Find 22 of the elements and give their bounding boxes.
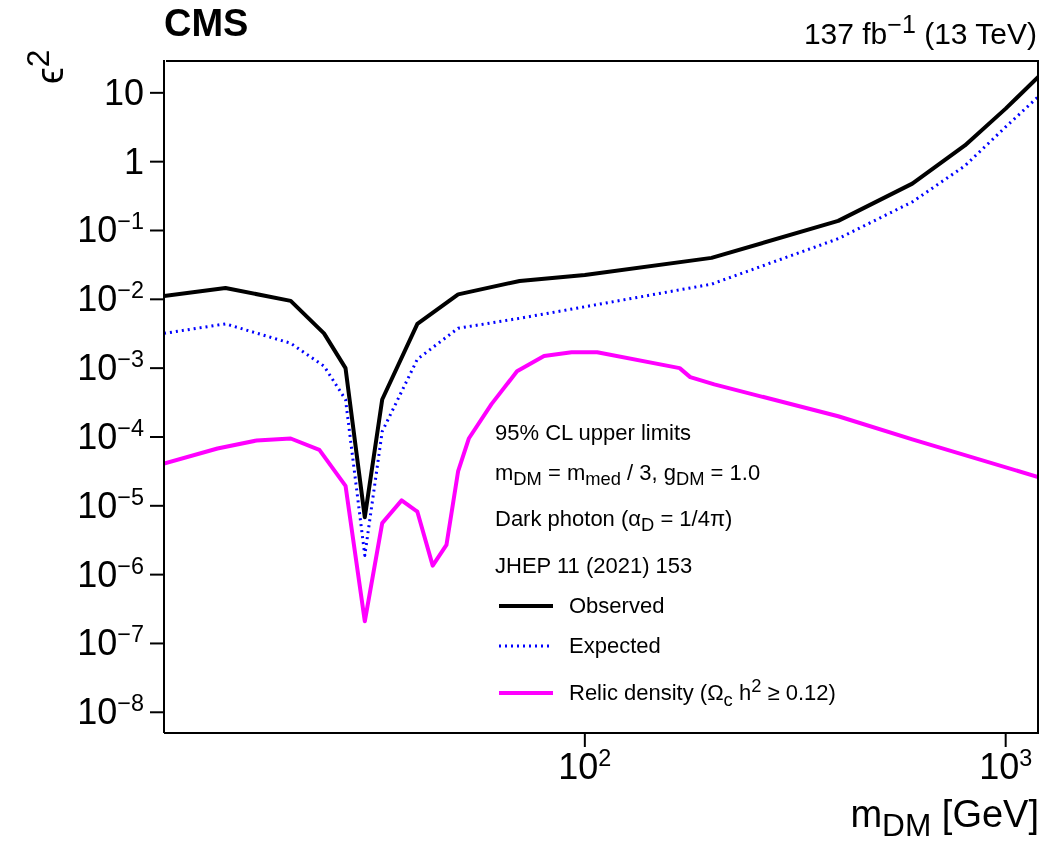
- legend-title: 95% CL upper limits: [495, 419, 693, 447]
- y-tick-label: 10$^{−8}$: [77, 690, 144, 733]
- annotation: m$_{DM}$ = m$_{med}$ / 3, g$_{DM}$ = 1.0: [495, 459, 762, 492]
- y-tick-label: 10$^{−3}$: [77, 346, 144, 389]
- chart-subtitle: 137 fb$^{−1}$ (13 TeV): [803, 10, 1037, 51]
- y-tick-label: 10: [103, 71, 144, 113]
- y-tick-label: 1: [123, 140, 144, 182]
- y-tick-label: 10$^{−4}$: [77, 414, 144, 457]
- legend-label: Relic density (Ω$_{c}$ h$^{2}$ ≥ 0.12): [569, 673, 836, 712]
- legend-label: Expected: [569, 631, 661, 660]
- x-axis-title: m$_{DM}$ [GeV]: [850, 793, 1039, 845]
- y-tick-label: 10$^{−2}$: [77, 277, 144, 320]
- y-tick-label: 10$^{−1}$: [77, 208, 144, 251]
- annotation: Dark photon (α$_{D}$ = 1/4π): [495, 505, 734, 538]
- x-tick-label: 10$^{3}$: [979, 745, 1033, 787]
- annotation: JHEP 11 (2021) 153: [495, 551, 694, 580]
- y-tick-label: 10$^{−5}$: [77, 483, 144, 526]
- chart-title: CMS: [164, 2, 249, 45]
- legend-label: Observed: [569, 591, 665, 620]
- y-tick-label: 10$^{−6}$: [77, 552, 144, 595]
- x-tick-label: 10$^{2}$: [558, 745, 612, 787]
- y-tick-label: 10$^{−7}$: [77, 621, 144, 664]
